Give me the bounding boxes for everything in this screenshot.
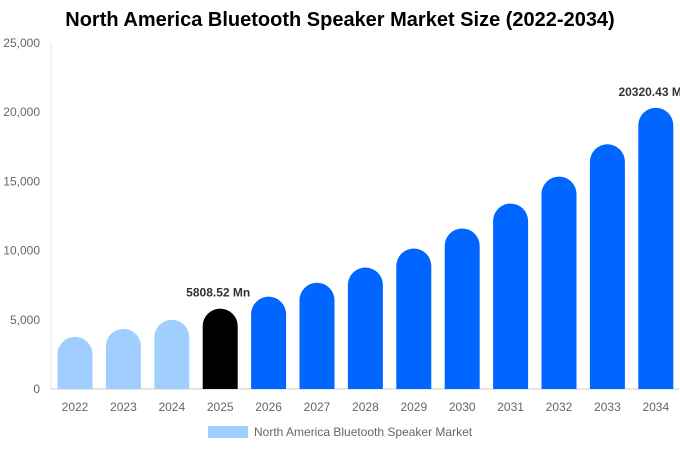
bar-2033 xyxy=(589,144,625,389)
bar-2032 xyxy=(541,176,577,389)
bar-2030 xyxy=(444,228,480,389)
y-tick-label: 15,000 xyxy=(3,174,40,188)
bar-2034 xyxy=(638,107,674,389)
bar-2022 xyxy=(57,336,93,389)
bar-2027 xyxy=(299,282,335,389)
x-tick-label: 2027 xyxy=(304,400,331,414)
y-tick-label: 5,000 xyxy=(10,313,40,327)
bar-2031 xyxy=(493,203,529,389)
data-label: 5808.52 Mn xyxy=(186,286,250,300)
bar-2029 xyxy=(396,248,432,389)
bar-2026 xyxy=(251,296,287,389)
x-tick-label: 2029 xyxy=(400,400,427,414)
x-tick-label: 2022 xyxy=(62,400,89,414)
bar-2028 xyxy=(347,267,383,389)
chart-title: North America Bluetooth Speaker Market S… xyxy=(65,9,615,31)
x-tick-label: 2034 xyxy=(642,400,669,414)
bar-2025 xyxy=(202,308,238,389)
x-tick-label: 2024 xyxy=(158,400,185,414)
bar-2023 xyxy=(105,328,141,389)
y-tick-label: 20,000 xyxy=(3,105,40,119)
legend: North America Bluetooth Speaker Market xyxy=(208,425,472,439)
x-tick-label: 2030 xyxy=(449,400,476,414)
x-tick-label: 2025 xyxy=(207,400,234,414)
x-tick-label: 2033 xyxy=(594,400,621,414)
y-tick-label: 10,000 xyxy=(3,244,40,258)
bar-2024 xyxy=(154,319,190,389)
x-tick-label: 2026 xyxy=(255,400,282,414)
y-tick-label: 25,000 xyxy=(3,36,40,50)
x-tick-label: 2028 xyxy=(352,400,379,414)
legend-swatch xyxy=(208,426,248,438)
x-tick-label: 2031 xyxy=(497,400,524,414)
data-label: 20320.43 Mn xyxy=(618,85,680,99)
legend-label: North America Bluetooth Speaker Market xyxy=(254,425,473,439)
x-tick-label: 2023 xyxy=(110,400,137,414)
x-tick-label: 2032 xyxy=(546,400,573,414)
y-tick-label: 0 xyxy=(33,382,40,396)
